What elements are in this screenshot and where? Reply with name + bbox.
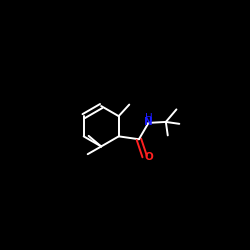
Text: H: H <box>145 113 152 123</box>
Text: O: O <box>144 152 153 162</box>
Text: N: N <box>144 117 153 127</box>
